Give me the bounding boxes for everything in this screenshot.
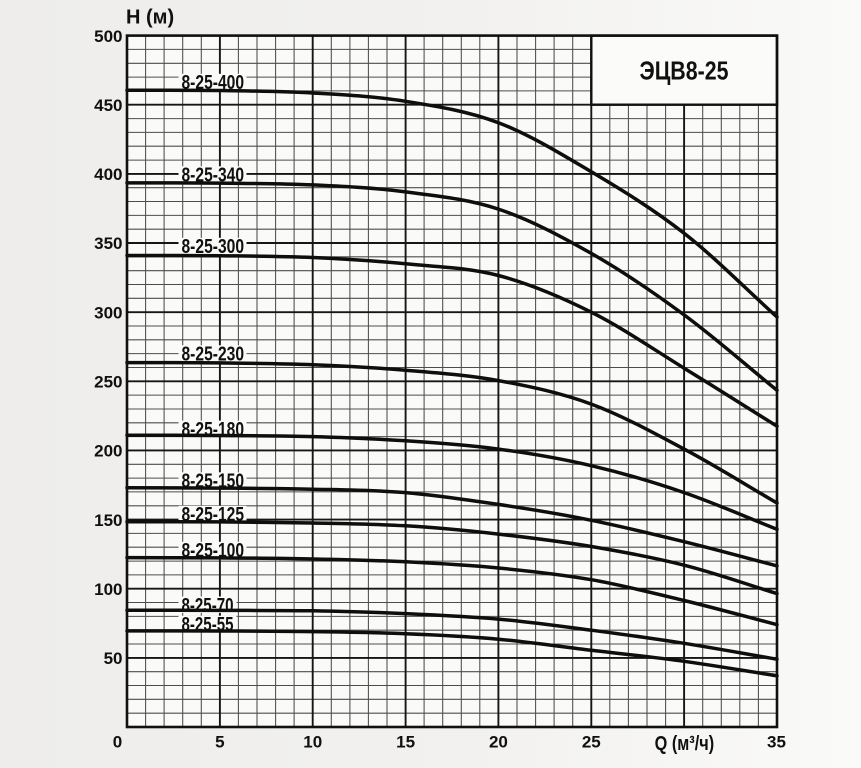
svg-text:8-25-300: 8-25-300 — [182, 236, 245, 258]
svg-text:15: 15 — [396, 733, 415, 752]
svg-text:300: 300 — [94, 303, 122, 322]
svg-text:8-25-55: 8-25-55 — [182, 614, 234, 636]
svg-text:8-25-180: 8-25-180 — [182, 419, 245, 441]
svg-text:8-25-125: 8-25-125 — [182, 504, 245, 526]
svg-text:8-25-400: 8-25-400 — [182, 72, 245, 94]
svg-text:Q (м³/ч): Q (м³/ч) — [655, 733, 715, 755]
svg-text:100: 100 — [94, 580, 122, 599]
svg-text:500: 500 — [94, 27, 122, 46]
svg-text:8-25-340: 8-25-340 — [182, 165, 245, 187]
svg-text:400: 400 — [94, 165, 122, 184]
svg-text:25: 25 — [582, 733, 601, 752]
svg-text:350: 350 — [94, 234, 122, 253]
svg-text:8-25-100: 8-25-100 — [182, 540, 245, 562]
svg-text:H (м): H (м) — [126, 7, 174, 29]
svg-text:200: 200 — [94, 442, 122, 461]
svg-text:35: 35 — [767, 733, 786, 752]
svg-text:150: 150 — [94, 511, 122, 530]
svg-text:5: 5 — [215, 733, 224, 752]
svg-text:50: 50 — [104, 649, 123, 668]
svg-text:450: 450 — [94, 96, 122, 115]
svg-text:0: 0 — [113, 733, 122, 752]
svg-text:8-25-150: 8-25-150 — [182, 471, 245, 493]
svg-text:20: 20 — [489, 733, 508, 752]
svg-text:ЭЦВ8-25: ЭЦВ8-25 — [640, 56, 729, 86]
svg-text:8-25-230: 8-25-230 — [182, 344, 245, 366]
svg-text:8-25-70: 8-25-70 — [182, 595, 234, 617]
svg-text:250: 250 — [94, 373, 122, 392]
svg-text:10: 10 — [303, 733, 322, 752]
